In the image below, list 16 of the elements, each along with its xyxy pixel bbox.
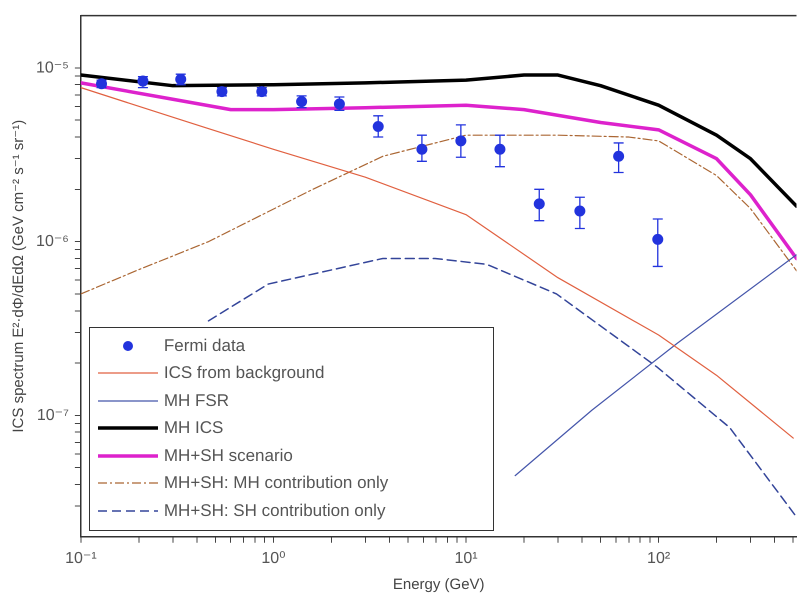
y-tick-label: 10⁻⁵ <box>36 59 69 76</box>
legend-label: ICS from background <box>164 363 325 384</box>
legend-label: Fermi data <box>164 336 246 356</box>
y-tick-label: 10⁻⁶ <box>36 233 69 250</box>
x-tick-label: 10¹ <box>454 550 478 567</box>
y-axis-title: ICS spectrum E²·dΦ/dEdΩ (GeV cm⁻² s⁻¹ sr⁻¹) <box>10 120 28 433</box>
x-tick-label: 10⁻¹ <box>65 550 97 567</box>
x-tick-label: 10² <box>647 550 671 567</box>
legend-label: MH FSR <box>164 390 230 411</box>
x-tick-label: 10⁰ <box>261 550 286 567</box>
legend-label: MH ICS <box>164 418 224 438</box>
x-axis-title: Energy (GeV) <box>392 576 485 594</box>
legend-label: MH+SH: MH contribution only <box>164 473 388 494</box>
y-tick-label: 10⁻⁷ <box>36 406 70 424</box>
legend-label: MH+SH: SH contribution only <box>164 500 386 521</box>
legend-label: MH+SH scenario <box>164 446 293 466</box>
